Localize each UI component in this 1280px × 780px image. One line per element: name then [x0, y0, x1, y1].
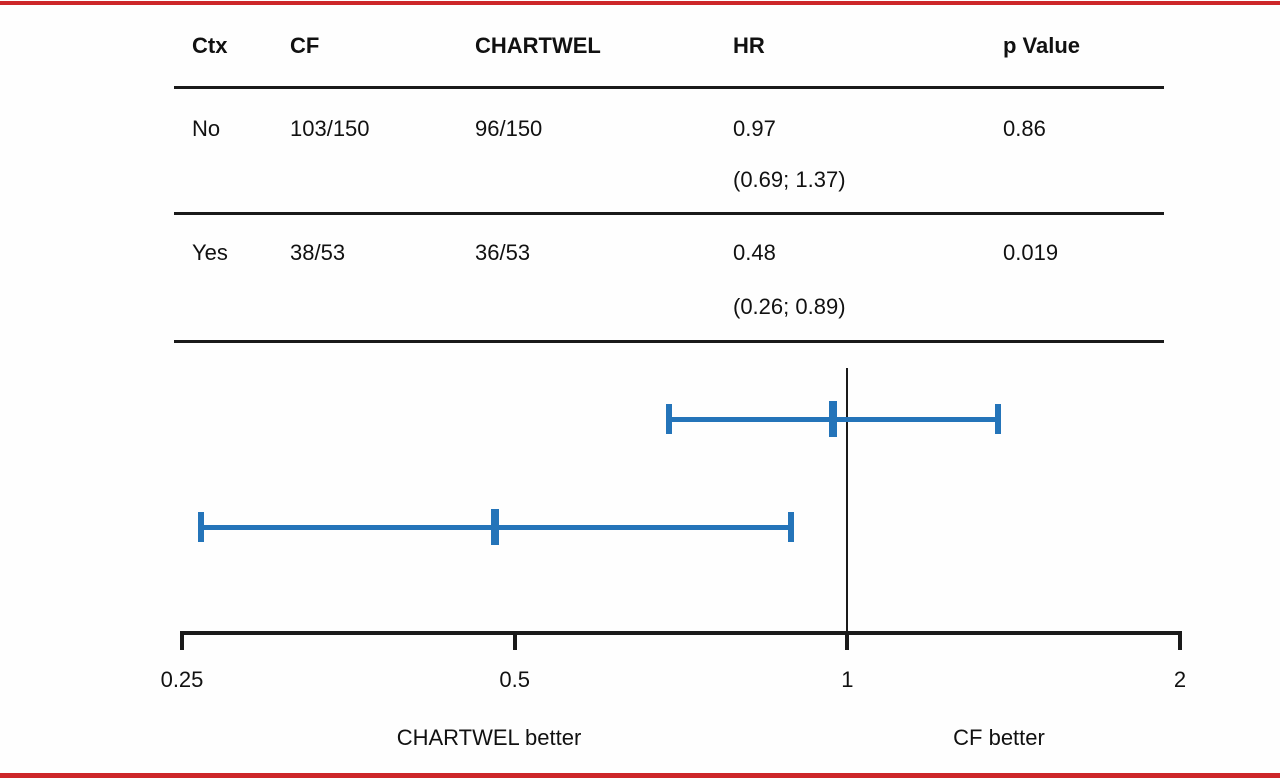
x-axis-tick — [845, 634, 850, 650]
ci-cap-lower-no — [666, 404, 673, 434]
ci-cap-upper-no — [995, 404, 1002, 434]
table-rule-row1 — [174, 212, 1164, 215]
x-axis-tick-label: 0.25 — [160, 667, 204, 692]
bottom-red-rule — [0, 773, 1280, 778]
x-axis-label-right: CF better — [953, 725, 1045, 750]
x-axis-tick — [1178, 634, 1182, 650]
row2-p-value: 0.019 — [1003, 240, 1059, 265]
table-rule-header — [174, 86, 1164, 89]
ci-cap-lower-yes — [197, 512, 204, 542]
row2-hr-ci: (0.26; 0.89) — [733, 294, 846, 319]
row2-cf: 38/53 — [290, 240, 346, 265]
x-axis-label-left: CHARTWEL better — [396, 725, 582, 750]
hr-point-marker-yes — [491, 509, 500, 545]
row2-chartwel: 36/53 — [475, 240, 531, 265]
x-axis-tick-label: 1 — [841, 667, 854, 692]
row1-hr-ci: (0.69; 1.37) — [733, 167, 846, 192]
ci-cap-upper-yes — [788, 512, 795, 542]
col-header-chartwel: CHARTWEL — [475, 33, 601, 58]
x-axis-tick — [180, 634, 184, 650]
row1-chartwel: 96/150 — [475, 116, 543, 141]
row1-cf: 103/150 — [290, 116, 370, 141]
x-axis-tick-label: 0.5 — [499, 667, 530, 692]
row1-ctx: No — [192, 116, 221, 141]
col-header-p-value: p Value — [1003, 33, 1081, 58]
x-axis-line — [180, 631, 1182, 635]
row2-hr: 0.48 — [733, 240, 776, 265]
table-rule-bottom — [174, 340, 1164, 343]
top-red-rule — [0, 1, 1280, 5]
hr-point-marker-no — [828, 401, 837, 437]
col-header-ctx: Ctx — [192, 33, 228, 58]
row1-p-value: 0.86 — [1003, 116, 1046, 141]
row1-hr: 0.97 — [733, 116, 776, 141]
col-header-cf: CF — [290, 33, 320, 58]
row2-ctx: Yes — [192, 240, 228, 265]
col-header-hr: HR — [733, 33, 765, 58]
x-axis-tick — [512, 634, 517, 650]
reference-line — [846, 368, 849, 634]
x-axis-tick-label: 2 — [1173, 667, 1187, 692]
